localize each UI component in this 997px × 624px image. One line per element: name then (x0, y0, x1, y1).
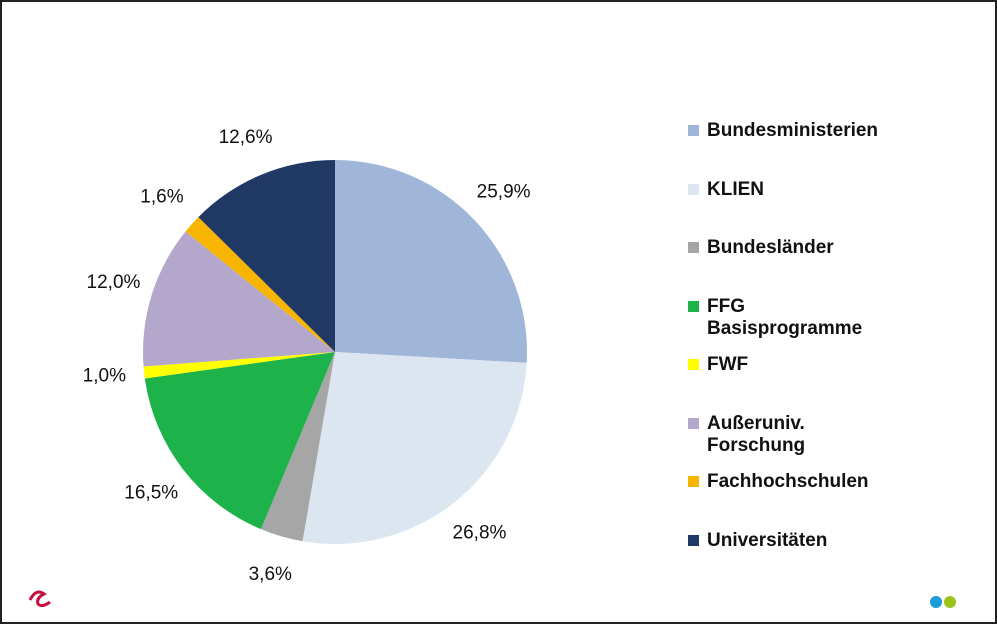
legend-item: KLIEN (688, 179, 948, 201)
legend-label: Fachhochschulen (707, 471, 869, 492)
legend-swatch (688, 476, 699, 487)
legend-item: FWF (688, 354, 948, 376)
legend-swatch (688, 183, 699, 195)
legend-label: Außeruniv. Forschung (707, 412, 806, 456)
legend-swatch (688, 417, 699, 429)
pie-slice (143, 231, 335, 367)
legend-item: Fachhochschulen (688, 471, 948, 493)
legend-label: Bundesländer (707, 237, 834, 258)
data-label: 1,0% (83, 366, 126, 387)
pie-slice (302, 352, 527, 544)
data-label: 25,9% (477, 182, 531, 203)
legend-item: Universitäten (688, 530, 948, 552)
legend-label: FWF (707, 354, 749, 375)
legend-label: Universitäten (707, 529, 828, 551)
pie-slice (260, 352, 335, 542)
logo-left (28, 590, 51, 608)
pie-slice (198, 160, 335, 352)
legend-label: FFG Basisprogramme (707, 295, 863, 339)
logo-right (930, 596, 956, 608)
data-label: 16,5% (124, 483, 178, 504)
pie-slice (144, 352, 335, 530)
legend-item: Bundesländer (688, 237, 948, 259)
data-label: 12,0% (87, 272, 141, 293)
legend-swatch (688, 359, 699, 370)
legend-label: KLIEN (707, 178, 764, 200)
data-label: 3,6% (249, 564, 292, 585)
legend-swatch (688, 242, 699, 253)
pie-slice (185, 217, 335, 352)
pie-slice (143, 352, 335, 379)
legend-swatch (688, 300, 699, 312)
pie-slice (335, 160, 528, 363)
legend-swatch (688, 534, 699, 546)
legend-item: FFG Basisprogramme (688, 296, 948, 340)
legend-item: Außeruniv. Forschung (688, 413, 948, 457)
legend-item: Bundesministerien (688, 120, 948, 142)
legend-label: Bundesministerien (707, 120, 879, 141)
data-label: 26,8% (453, 523, 507, 544)
data-label: 12,6% (219, 127, 273, 148)
data-label: 1,6% (140, 187, 183, 208)
legend-swatch (688, 125, 699, 136)
